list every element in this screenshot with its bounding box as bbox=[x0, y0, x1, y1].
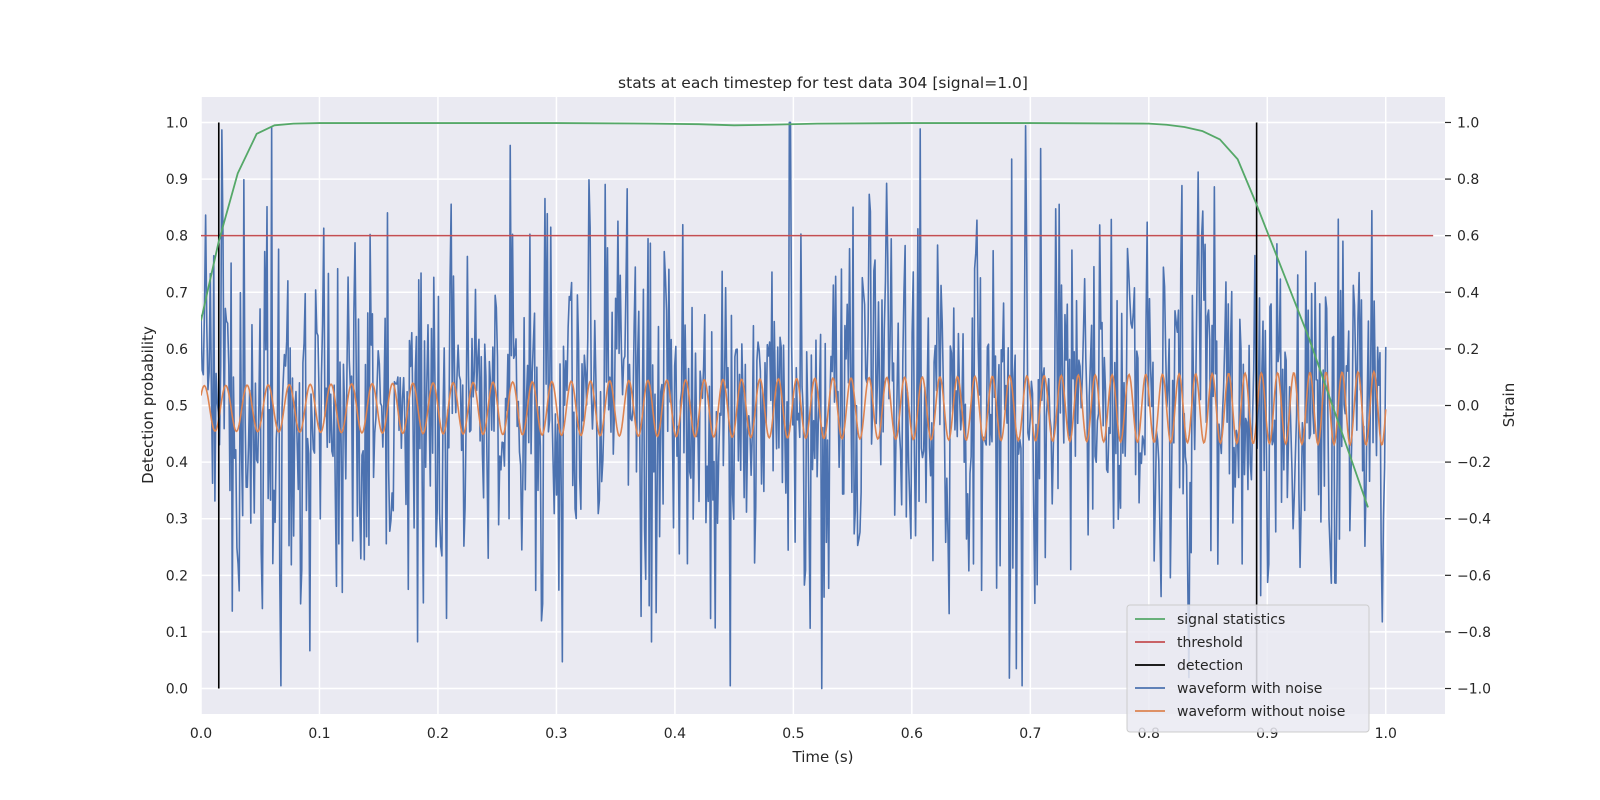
y-right-axis-title: Strain bbox=[1500, 383, 1518, 427]
x-tick-label: 0.1 bbox=[308, 726, 330, 742]
signal-statistics-line bbox=[201, 122, 1369, 508]
legend-label: waveform with noise bbox=[1177, 681, 1322, 697]
x-tick-label: 0.2 bbox=[427, 726, 449, 742]
x-tick-label: 1.0 bbox=[1375, 726, 1397, 742]
y-right-tick-label: −0.6 bbox=[1457, 568, 1491, 584]
legend-label: detection bbox=[1177, 658, 1243, 674]
y-right-tick-label: 0.6 bbox=[1457, 229, 1479, 245]
x-tick-label: 0.7 bbox=[1019, 726, 1041, 742]
x-tick-label: 0.5 bbox=[782, 726, 804, 742]
y-tick-label: 0.9 bbox=[166, 172, 188, 188]
y-tick-label: 1.0 bbox=[166, 115, 188, 131]
y-tick-label: 0.8 bbox=[166, 229, 188, 245]
y-right-tick-label: 0.2 bbox=[1457, 342, 1479, 358]
legend-label: waveform without noise bbox=[1177, 704, 1345, 720]
y-right-tick-label: 0.4 bbox=[1457, 285, 1479, 301]
y-tick-label: 0.4 bbox=[166, 455, 188, 471]
y-right-tick-label: −0.2 bbox=[1457, 455, 1491, 471]
y-tick-label: 0.0 bbox=[166, 682, 188, 698]
legend-box bbox=[1126, 604, 1370, 733]
y-right-tick-label: 0.0 bbox=[1457, 399, 1479, 415]
x-axis-title: Time (s) bbox=[792, 748, 854, 766]
x-tick-label: 0.3 bbox=[545, 726, 567, 742]
legend-label: signal statistics bbox=[1177, 612, 1285, 628]
y-right-tick-label: −0.4 bbox=[1457, 512, 1491, 528]
y-right-tick-label: −1.0 bbox=[1457, 682, 1491, 698]
y-right-tick-label: −0.8 bbox=[1457, 625, 1491, 641]
y-tick-label: 0.1 bbox=[166, 625, 188, 641]
series-layer bbox=[201, 121, 1434, 690]
legend-label: threshold bbox=[1177, 635, 1243, 651]
chart-title: stats at each timestep for test data 304… bbox=[618, 74, 1028, 92]
y-tick-label: 0.2 bbox=[166, 568, 188, 584]
y-right-tick-label: 0.8 bbox=[1457, 172, 1479, 188]
y-tick-label: 0.7 bbox=[166, 285, 188, 301]
y-right-tick-label: 1.0 bbox=[1457, 115, 1479, 131]
y-axis-title: Detection probability bbox=[139, 326, 157, 484]
y-tick-label: 0.3 bbox=[166, 512, 188, 528]
x-tick-label: 0.4 bbox=[664, 726, 686, 742]
x-tick-label: 0.6 bbox=[901, 726, 923, 742]
legend: signal statistics threshold detection wavef… bbox=[1126, 604, 1370, 733]
x-tick-label: 0.0 bbox=[190, 726, 212, 742]
y-tick-label: 0.5 bbox=[166, 399, 188, 415]
y-tick-label: 0.6 bbox=[166, 342, 188, 358]
waveform-without-noise-line bbox=[201, 369, 1387, 447]
